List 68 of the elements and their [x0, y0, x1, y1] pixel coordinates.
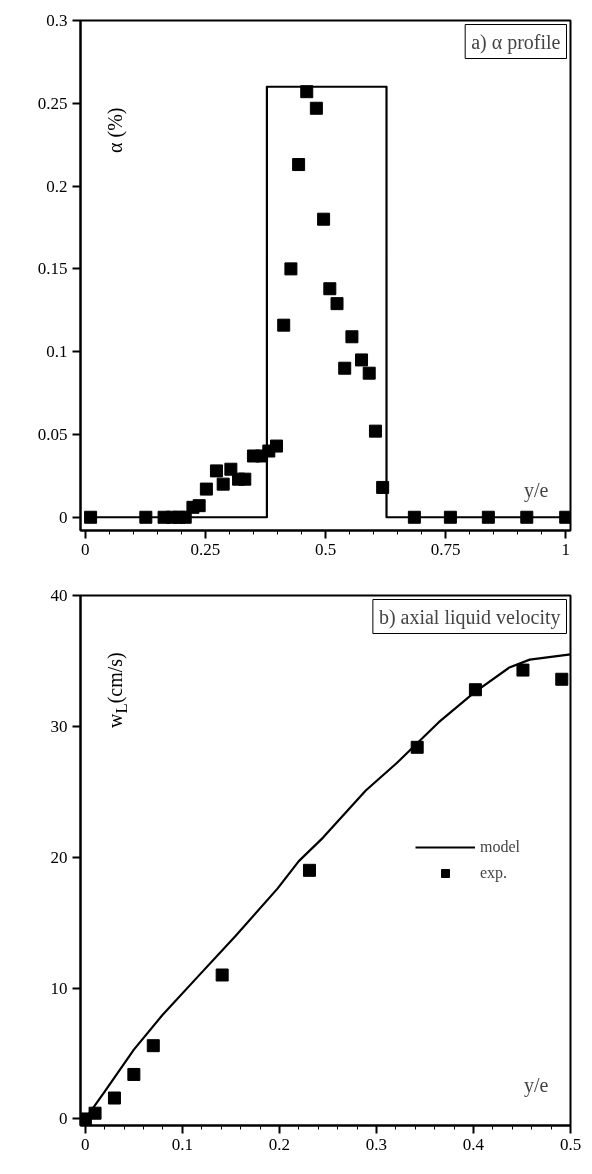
y-tick-label: 0.15 — [37, 259, 68, 279]
point — [468, 683, 482, 697]
point — [330, 297, 344, 311]
x-tick-label: 0.75 — [430, 539, 461, 559]
x-tick-label: 0 — [81, 539, 90, 559]
point — [520, 510, 534, 524]
x-tick-label: 0 — [81, 1134, 90, 1154]
text: a) α profile — [471, 30, 561, 54]
y-tick-label: 0.05 — [37, 424, 68, 444]
y-tick-label: 0 — [59, 507, 68, 527]
point — [323, 282, 337, 296]
point — [127, 1067, 141, 1081]
point — [516, 663, 530, 677]
x-tick-label: 0.25 — [190, 539, 221, 559]
text: b) axial liquid velocity — [378, 605, 561, 629]
point — [443, 510, 457, 524]
y-tick-label: 40 — [50, 586, 68, 605]
point — [407, 510, 421, 524]
point — [300, 85, 314, 99]
y-tick-label: 0.2 — [46, 176, 68, 196]
point — [216, 477, 230, 491]
x-axis-title: y/e — [524, 1073, 549, 1097]
point — [192, 499, 206, 513]
point — [302, 863, 316, 877]
x-tick-label: 0.1 — [171, 1134, 194, 1154]
x-tick-label: 0.5 — [559, 1134, 582, 1154]
point — [481, 510, 495, 524]
x-axis-title: y/e — [524, 478, 549, 502]
x-tick-label: 1 — [561, 539, 570, 559]
point — [555, 672, 569, 686]
y-tick-label: 30 — [50, 716, 68, 736]
point — [88, 1106, 102, 1120]
y-tick-label: 0.3 — [46, 11, 68, 30]
point — [270, 439, 283, 453]
legend-label: model — [480, 838, 520, 856]
point — [84, 510, 98, 524]
point — [199, 482, 213, 496]
point — [209, 464, 223, 478]
point — [292, 158, 306, 172]
point — [355, 353, 369, 367]
point — [368, 424, 382, 438]
y-tick-label: 20 — [50, 847, 68, 867]
y-tick-label: 0.1 — [46, 342, 68, 362]
point — [345, 330, 359, 344]
y-axis-title: α (%) — [103, 107, 128, 153]
point — [376, 480, 390, 494]
point — [309, 101, 323, 115]
point — [284, 262, 298, 276]
point — [410, 740, 424, 754]
point — [215, 968, 229, 982]
point — [107, 1091, 121, 1105]
point — [362, 366, 376, 380]
x-tick-label: 0.4 — [462, 1134, 485, 1154]
point — [238, 472, 252, 486]
x-tick-label: 0.5 — [314, 539, 337, 559]
point — [224, 462, 238, 476]
x-tick-label: 0.2 — [268, 1134, 291, 1154]
legend-label: exp. — [480, 864, 508, 882]
point — [146, 1039, 160, 1053]
y-tick-label: 10 — [50, 978, 68, 998]
point — [559, 510, 571, 524]
point — [277, 318, 291, 332]
point — [139, 510, 153, 524]
y-tick-label: 0 — [59, 1109, 68, 1129]
y-tick-label: 0.25 — [37, 93, 68, 113]
point — [338, 361, 352, 375]
x-tick-label: 0.3 — [365, 1134, 388, 1154]
point — [317, 212, 331, 226]
